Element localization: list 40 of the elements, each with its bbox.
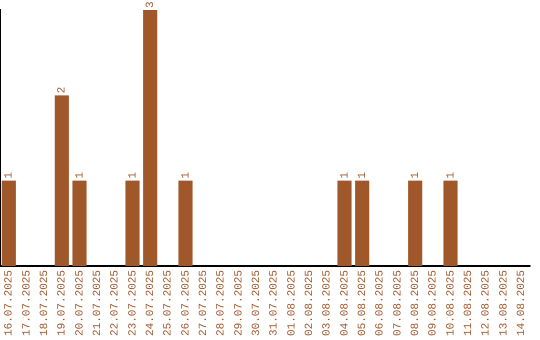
x-tick-label: 09.08.2025: [428, 270, 440, 336]
data-label: 1: [180, 172, 192, 179]
data-label: 1: [410, 172, 422, 179]
x-tick-label: 05.08.2025: [357, 270, 370, 336]
x-tick-label: 17.07.2025: [21, 270, 34, 336]
data-label: 2: [56, 86, 69, 94]
data-label: 3: [145, 1, 158, 8]
x-tick-label: 11.08.2025: [463, 270, 476, 336]
x-tick-label: 08.08.2025: [410, 270, 422, 336]
x-tick-label: 28.07.2025: [216, 270, 228, 336]
x-tick-label: 03.08.2025: [322, 270, 334, 336]
x-tick-label: 23.07.2025: [127, 270, 140, 336]
x-tick-label: 12.08.2025: [480, 270, 493, 336]
x-tick-label: 21.07.2025: [92, 270, 104, 336]
x-tick-label: 19.07.2025: [56, 270, 69, 336]
x-tick-label: 29.07.2025: [233, 270, 246, 336]
x-tick-label: 25.07.2025: [162, 270, 175, 336]
data-label: 1: [445, 172, 458, 179]
x-tick-label: 20.07.2025: [74, 270, 86, 336]
x-tick-label: 06.08.2025: [374, 270, 387, 336]
x-tick-label: 24.07.2025: [145, 270, 158, 336]
data-label: 1: [127, 172, 140, 179]
data-label: 1: [357, 172, 370, 179]
x-tick-label: 22.07.2025: [110, 270, 122, 336]
data-label: 1: [4, 172, 16, 179]
x-tick-label: 04.08.2025: [339, 270, 352, 336]
x-tick-label: 07.08.2025: [392, 270, 404, 336]
x-tick-label: 18.07.2025: [39, 270, 52, 336]
x-tick-label: 14.08.2025: [516, 270, 528, 336]
x-tick-label: 27.07.2025: [198, 270, 210, 336]
x-tick-label: 30.07.2025: [251, 270, 264, 336]
x-tick-label: 16.07.2025: [4, 270, 16, 336]
x-tick-label: 26.07.2025: [180, 270, 192, 336]
x-tick-label: 31.07.2025: [268, 270, 281, 336]
x-tick-label: 01.08.2025: [286, 270, 298, 336]
x-tick-label: 13.08.2025: [498, 270, 510, 336]
x-tick-label: 02.08.2025: [304, 270, 316, 336]
x-tick-label: 10.08.2025: [445, 270, 458, 336]
data-label: 1: [339, 172, 352, 179]
data-label: 1: [74, 172, 86, 179]
